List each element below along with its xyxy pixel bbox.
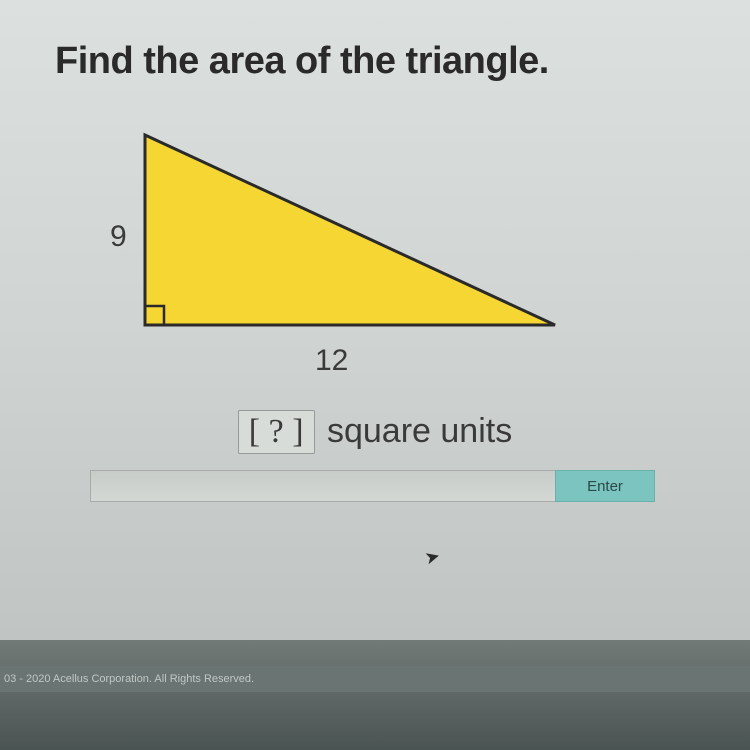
answer-units: square units [327, 412, 512, 451]
question-title: Find the area of the triangle. [55, 40, 549, 83]
height-label: 9 [110, 220, 127, 254]
answer-input[interactable] [90, 470, 555, 502]
enter-button[interactable]: Enter [555, 470, 655, 502]
input-row: Enter [90, 470, 655, 502]
footer-copyright: 03 - 2020 Acellus Corporation. All Right… [0, 666, 750, 692]
cursor-icon: ➤ [423, 545, 443, 569]
problem-area: Find the area of the triangle. 9 12 [ ? … [0, 0, 750, 640]
answer-placeholder[interactable]: [ ? ] [238, 410, 315, 454]
triangle-svg [135, 120, 565, 340]
answer-row: [ ? ] square units [0, 410, 750, 454]
triangle-figure: 9 12 [135, 120, 565, 340]
base-label: 12 [315, 344, 348, 378]
triangle-shape [145, 135, 555, 325]
